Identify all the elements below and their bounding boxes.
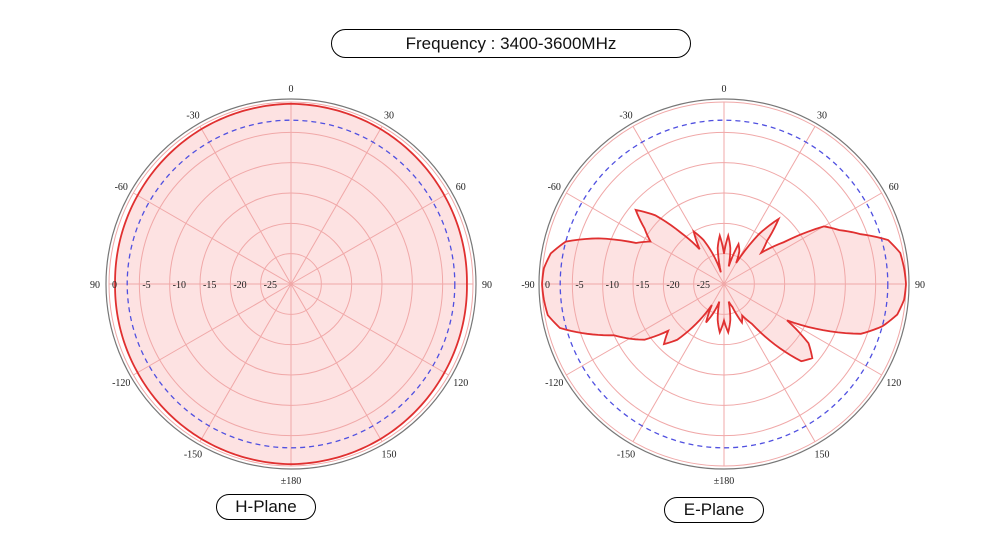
chart-1-angle-label: -90	[521, 280, 534, 291]
chart-0-grid-spoke	[199, 283, 292, 442]
chart-0-angle-label: 60	[456, 182, 466, 193]
chart-1-angle-label: -60	[548, 182, 561, 193]
chart-0-radial-label: -5	[142, 280, 150, 291]
chart-1-angle-label: 90	[915, 280, 925, 291]
chart-0-pattern-line	[114, 102, 468, 466]
chart-1-grid-spoke	[723, 283, 882, 376]
chart-1-angle-label: -150	[617, 450, 635, 461]
chart-0-angle-label: ±180	[281, 476, 302, 487]
chart-1-angle-label: 150	[815, 450, 830, 461]
chart-1-angle-label: 60	[889, 182, 899, 193]
chart-0-grid-spoke	[290, 283, 449, 376]
chart-1-boundary	[538, 98, 910, 470]
chart-0-boundary	[105, 98, 477, 470]
chart-0-angle-label: 0	[289, 84, 294, 95]
chart-1-radial-label: -5	[575, 280, 583, 291]
chart-0-angle-label: -150	[184, 450, 202, 461]
e-plane-label: E-Plane	[664, 497, 764, 523]
chart-0-angle-label: 90	[90, 280, 100, 291]
chart-0-radial-label: -20	[233, 280, 246, 291]
chart-0-angle-label: -30	[186, 110, 199, 121]
chart-0-angle-label: 150	[382, 450, 397, 461]
chart-0-radial-label: -15	[203, 280, 216, 291]
chart-1-angle-label: -120	[545, 378, 563, 389]
chart-1-grid-spoke	[566, 283, 725, 376]
chart-1-angle-label: -30	[619, 110, 632, 121]
chart-0-radial-label: -10	[173, 280, 186, 291]
chart-0-angle-label: -120	[112, 378, 130, 389]
chart-1-grid-spoke	[632, 126, 725, 285]
chart-1-radial-label: -20	[666, 280, 679, 291]
chart-0-grid-outer	[108, 101, 474, 467]
chart-1-angle-label: 120	[886, 378, 901, 389]
chart-0-grid-spoke	[290, 283, 383, 442]
chart-0-angle-label: 120	[453, 378, 468, 389]
chart-0-angle-label: 30	[384, 110, 394, 121]
chart-1-reference-circle	[559, 119, 889, 449]
chart-0-grid-spoke	[290, 126, 383, 285]
chart-0-reference-circle	[126, 119, 456, 449]
chart-0-radial-label: -25	[264, 280, 277, 291]
chart-1-radial-label: -15	[636, 280, 649, 291]
chart-0-angle-label: -60	[115, 182, 128, 193]
chart-1-grid-spoke	[723, 283, 816, 442]
chart-0-grid-spoke	[133, 192, 292, 285]
chart-1-angle-label: 0	[722, 84, 727, 95]
chart-1-pattern-line	[541, 208, 907, 363]
chart-0-radial-label: 0	[112, 280, 117, 291]
chart-0-grid-spoke	[199, 126, 292, 285]
chart-0-grid-spoke	[290, 192, 449, 285]
chart-1-grid-spoke	[566, 192, 725, 285]
chart-1-angle-label: 30	[817, 110, 827, 121]
frequency-label: Frequency : 3400-3600MHz	[331, 29, 691, 58]
chart-1-radial-label: -25	[697, 280, 710, 291]
chart-1-grid-spoke	[723, 192, 882, 285]
chart-0-angle-label: 90	[482, 280, 492, 291]
h-plane-label: H-Plane	[216, 494, 316, 520]
chart-1-radial-label: -10	[606, 280, 619, 291]
chart-1-angle-label: ±180	[714, 476, 735, 487]
chart-1-radial-label: 0	[545, 280, 550, 291]
chart-0-grid-spoke	[133, 283, 292, 376]
